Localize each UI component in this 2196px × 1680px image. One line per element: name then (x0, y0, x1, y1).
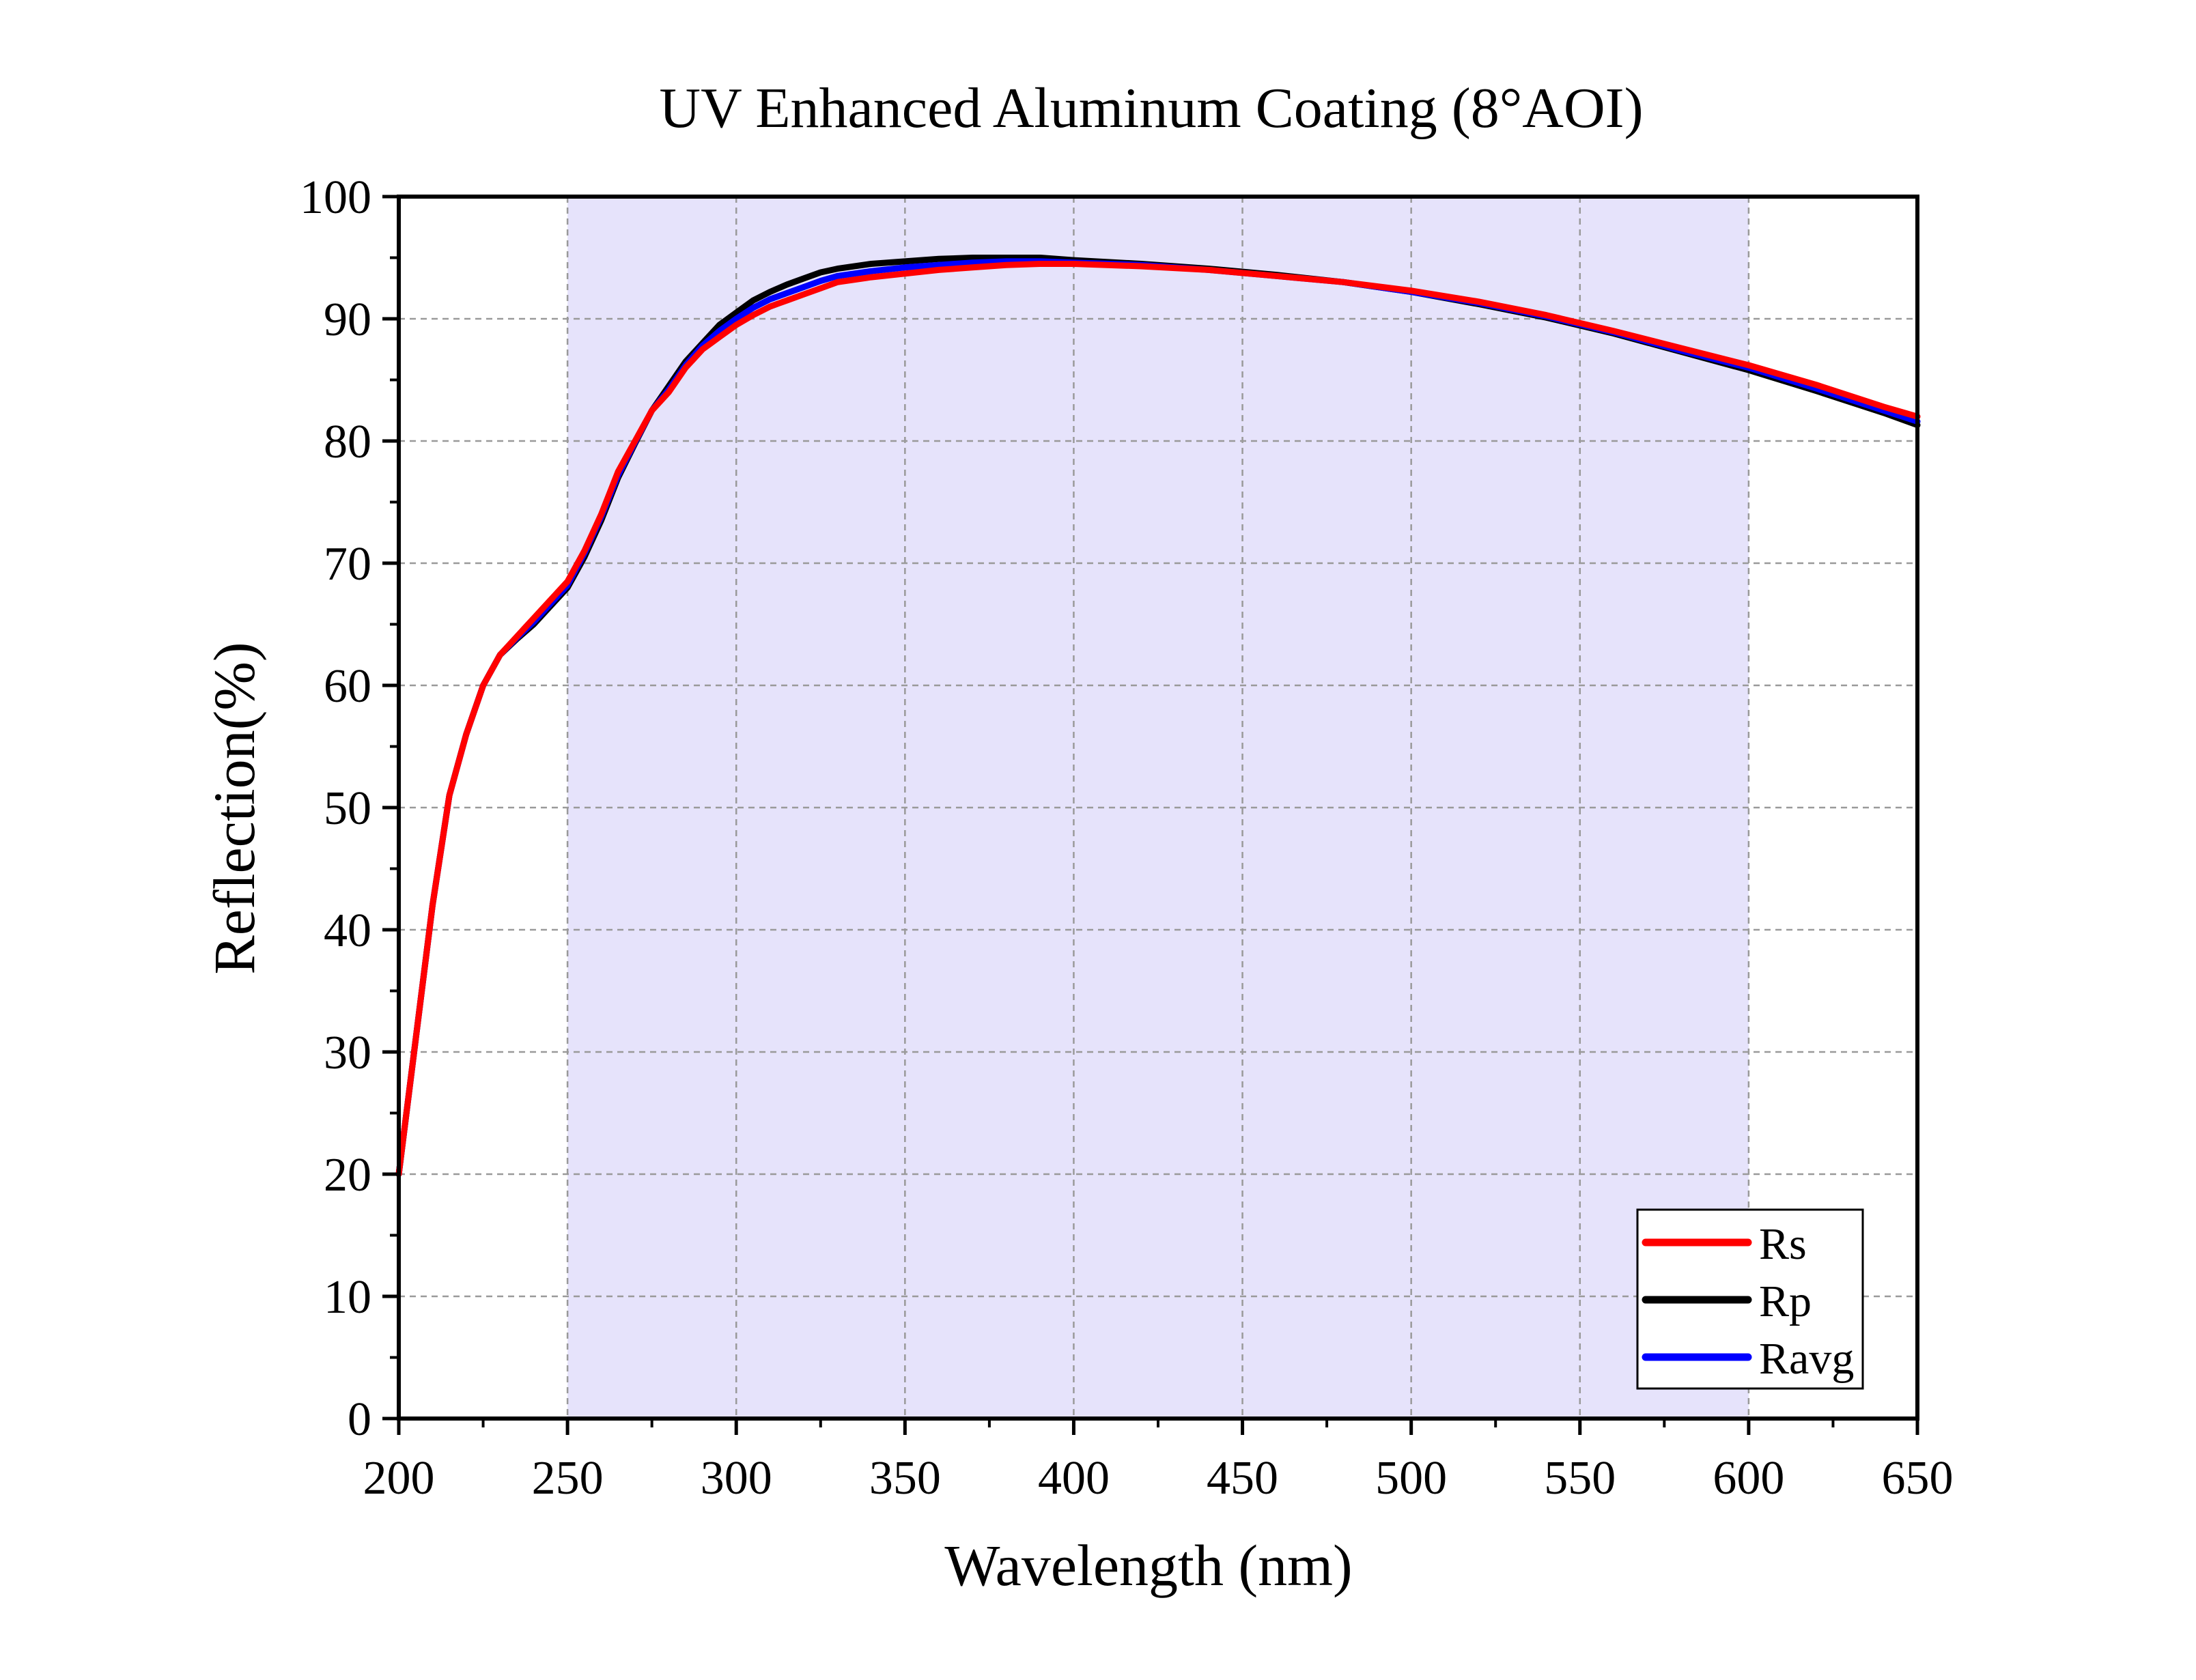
x-tick-label: 200 (363, 1452, 435, 1505)
legend-label-ravg: Ravg (1759, 1334, 1854, 1384)
plot-area: 200 250 300 350 400 450 500 550 600 650 0 10 20 30 40 5… (300, 171, 1954, 1505)
y-tick-label: 30 (324, 1027, 371, 1079)
y-tick-label: 90 (324, 294, 371, 346)
x-tick-label: 250 (532, 1452, 604, 1505)
x-tick-label: 300 (701, 1452, 772, 1505)
y-tick-label: 40 (324, 905, 371, 957)
y-tick-label: 10 (324, 1271, 371, 1324)
x-tick-label: 450 (1207, 1452, 1278, 1505)
x-tick-label: 400 (1038, 1452, 1110, 1505)
x-tick-label: 500 (1375, 1452, 1447, 1505)
y-tick-label: 100 (300, 171, 371, 224)
y-tick-label: 0 (348, 1393, 371, 1446)
y-tick-label: 50 (324, 782, 371, 835)
chart-title: UV Enhanced Aluminum Coating (8°AOI) (659, 76, 1643, 140)
x-tick-label: 350 (869, 1452, 941, 1505)
y-tick-label: 80 (324, 416, 371, 468)
x-tick-label: 550 (1544, 1452, 1616, 1505)
y-tick-label: 70 (324, 538, 371, 590)
y-tick-label: 60 (324, 660, 371, 713)
legend: Rs Rp Ravg (1636, 1208, 1864, 1390)
legend-label-rs: Rs (1759, 1219, 1807, 1269)
y-tick-label: 20 (324, 1149, 371, 1201)
series-line-rs (395, 261, 1921, 1178)
legend-label-rp: Rp (1759, 1277, 1812, 1326)
y-axis-label: Reflection(%) (201, 642, 267, 974)
x-tick-label: 600 (1713, 1452, 1784, 1505)
x-axis-label: Wavelength (nm) (944, 1533, 1352, 1598)
x-tick-label: 650 (1882, 1452, 1954, 1505)
